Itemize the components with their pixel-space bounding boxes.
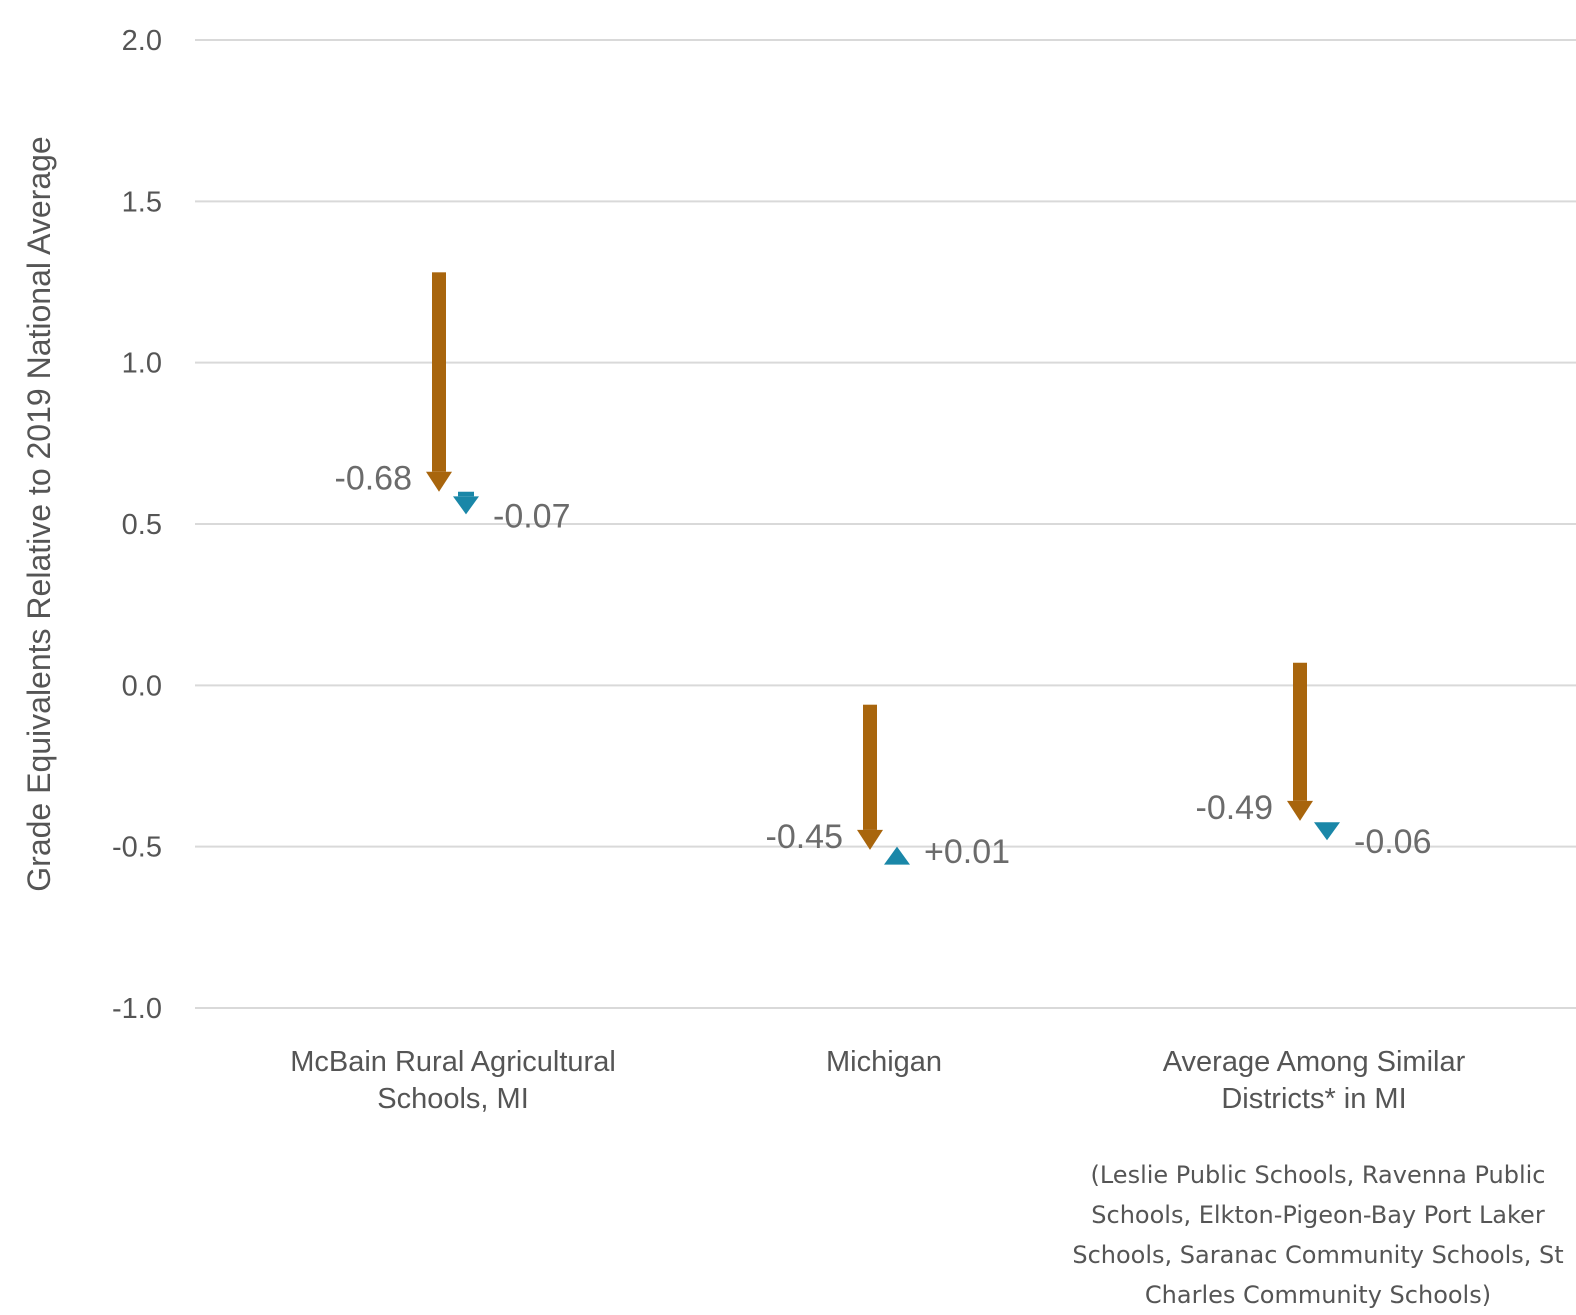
- y-tick-label: 1.5: [122, 186, 162, 218]
- arrow-marks: -0.68 -0.07 -0.45 +0.01 -0.49 -0.06: [335, 272, 1432, 871]
- second-change-arrow-head: [453, 496, 479, 515]
- first-change-arrow-shaft: [432, 272, 446, 472]
- category-label: Average Among Similar: [1163, 1046, 1466, 1078]
- first-change-arrow-head: [426, 471, 452, 492]
- y-tick-label: -1.0: [112, 993, 162, 1025]
- y-tick-label: -0.5: [112, 832, 162, 864]
- footnote: (Leslie Public Schools, Ravenna Public Sc…: [1072, 1161, 1563, 1309]
- category-label: McBain Rural Agricultural: [290, 1046, 616, 1078]
- first-change-label: -0.68: [335, 460, 413, 498]
- y-tick-label: 0.5: [122, 509, 162, 541]
- first-change-label: -0.49: [1196, 789, 1274, 827]
- y-axis-title: Grade Equivalents Relative to 2019 Natio…: [21, 136, 57, 891]
- x-axis-category-labels: McBain Rural Agricultural Schools, MI Mich…: [290, 1046, 1465, 1115]
- second-change-label: -0.07: [493, 497, 571, 535]
- footnote-line: Schools, Elkton-Pigeon-Bay Port Laker: [1091, 1201, 1545, 1229]
- footnote-line: Schools, Saranac Community Schools, St: [1072, 1241, 1563, 1269]
- y-axis-ticks: 2.0 1.5 1.0 0.5 0.0 -0.5 -1.0: [112, 25, 162, 1025]
- second-change-arrow-head: [884, 846, 910, 865]
- y-tick-label: 1.0: [122, 348, 162, 380]
- first-change-arrow-shaft: [1293, 662, 1307, 801]
- first-change-arrow-head: [1287, 800, 1313, 821]
- footnote-line: (Leslie Public Schools, Ravenna Public: [1090, 1161, 1545, 1189]
- category-label: Districts* in MI: [1221, 1083, 1406, 1115]
- category-label: Schools, MI: [377, 1083, 529, 1115]
- second-change-arrow-shaft: [458, 491, 474, 497]
- first-change-label: -0.45: [766, 818, 844, 856]
- second-change-label: +0.01: [924, 833, 1010, 871]
- second-change-arrow-head: [1314, 822, 1340, 841]
- first-change-arrow-head: [857, 829, 883, 850]
- first-change-arrow-shaft: [863, 704, 877, 830]
- category-label: Michigan: [826, 1046, 942, 1078]
- gridlines: [195, 39, 1576, 1009]
- y-tick-label: 2.0: [122, 25, 162, 57]
- footnote-line: Charles Community Schools): [1145, 1281, 1491, 1309]
- second-change-label: -0.06: [1354, 823, 1432, 861]
- y-tick-label: 0.0: [122, 670, 162, 702]
